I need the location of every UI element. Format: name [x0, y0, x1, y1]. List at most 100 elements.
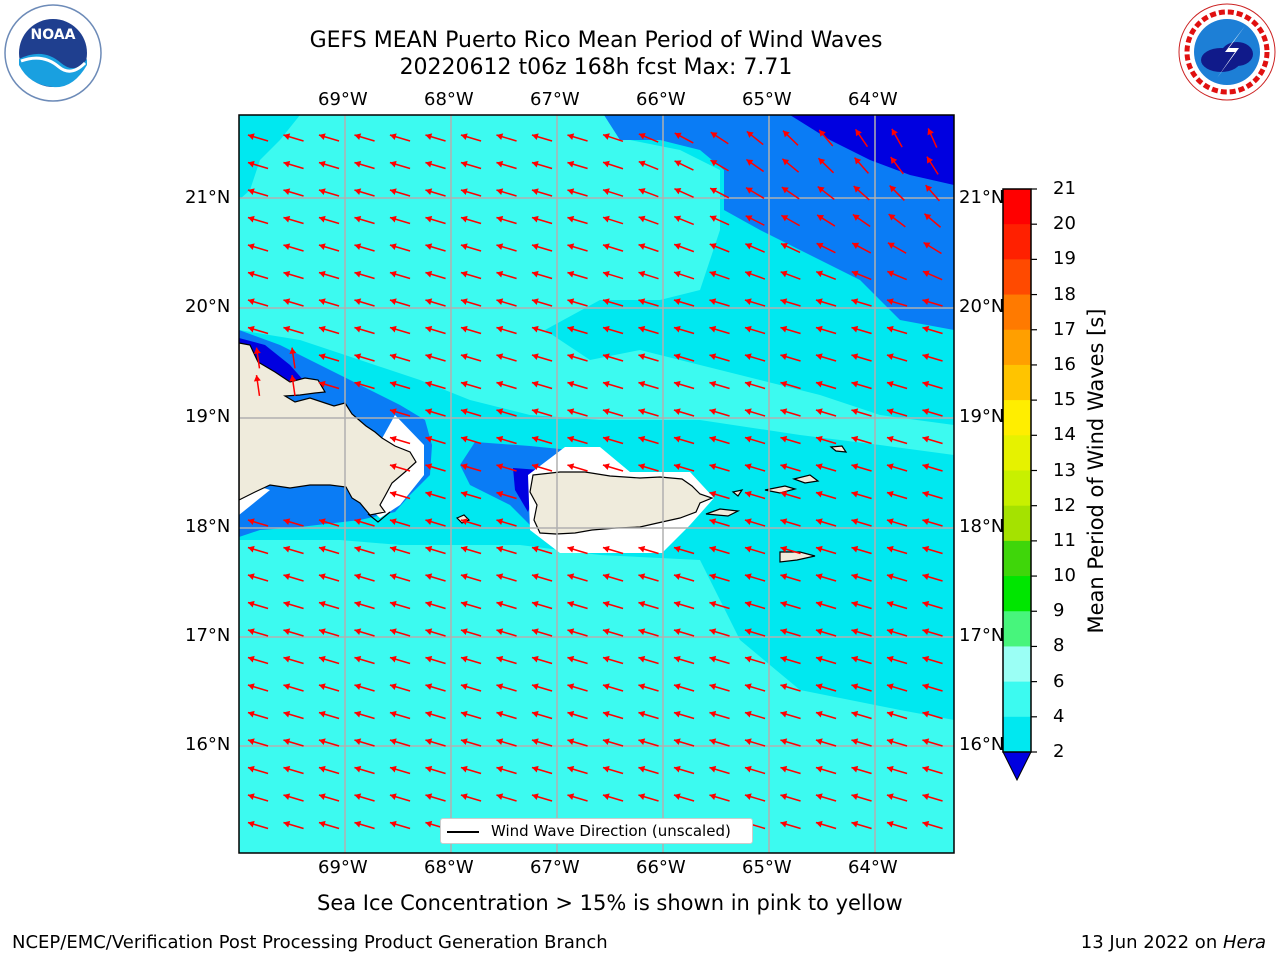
- wave-arrowhead: [354, 545, 362, 553]
- wave-arrowhead: [531, 353, 539, 361]
- wave-arrowhead: [354, 133, 362, 141]
- wave-arrowhead: [886, 765, 894, 773]
- wave-arrowhead: [925, 185, 933, 192]
- lat-label-right: 21°N: [959, 187, 1005, 208]
- wave-arrowhead: [710, 132, 718, 139]
- wave-arrowhead: [531, 270, 539, 278]
- wave-arrowhead: [886, 573, 894, 581]
- wave-arrowhead: [389, 793, 397, 801]
- wave-arrowhead: [567, 793, 575, 801]
- wave-arrowhead: [780, 600, 788, 608]
- wind-wave-arrows: [247, 128, 943, 830]
- wave-arrowhead: [638, 545, 646, 553]
- wave-arrowhead: [815, 738, 823, 746]
- lat-label-left: 19°N: [185, 406, 231, 427]
- wave-arrowhead: [638, 215, 646, 223]
- wave-arrowhead: [354, 600, 362, 608]
- wave-arrowhead: [496, 518, 504, 526]
- wave-arrowhead: [354, 353, 362, 361]
- wave-arrowhead: [496, 463, 504, 471]
- wave-arrowhead: [638, 628, 646, 636]
- wave-arrowhead: [744, 490, 752, 498]
- wave-arrowhead: [851, 628, 859, 636]
- wave-arrowhead: [389, 215, 397, 223]
- wave-arrowhead: [425, 518, 433, 526]
- wave-arrowhead: [922, 353, 930, 361]
- wave-arrowhead: [567, 573, 575, 581]
- wave-arrowhead: [815, 325, 823, 333]
- wave-arrowhead: [780, 242, 788, 250]
- colorbar-tick-label: 20: [1053, 213, 1076, 235]
- wave-arrowhead: [247, 793, 255, 801]
- wave-arrowhead: [886, 738, 894, 746]
- wave-arrowhead: [745, 187, 753, 194]
- wave-arrowhead: [567, 353, 575, 361]
- wave-arrowhead: [567, 435, 575, 443]
- wave-arrowhead: [709, 243, 717, 250]
- wave-arrowhead: [602, 600, 610, 608]
- wave-arrowhead: [886, 518, 894, 526]
- wave-arrowhead: [496, 160, 504, 168]
- wave-arrowhead: [602, 463, 610, 471]
- wave-arrowhead: [638, 160, 646, 168]
- wave-arrowhead: [744, 600, 752, 608]
- wave-arrowhead: [851, 325, 859, 333]
- wave-arrowhead: [425, 628, 433, 636]
- wave-arrowhead: [638, 353, 646, 361]
- wave-arrowhead: [354, 188, 362, 196]
- wave-arrowhead: [602, 765, 610, 773]
- wave-arrowhead: [744, 765, 752, 773]
- wave-arrowhead: [460, 353, 468, 361]
- wave-arrowhead: [318, 820, 326, 828]
- wave-arrowhead: [425, 545, 433, 553]
- wave-arrowhead: [496, 215, 504, 223]
- wave-arrowhead: [318, 518, 326, 526]
- wave-arrowhead: [780, 408, 788, 416]
- wave-arrowhead: [354, 683, 362, 691]
- wave-arrowhead: [567, 765, 575, 773]
- wave-arrowhead: [638, 380, 646, 388]
- sea-ice-note: Sea Ice Concentration > 15% is shown in …: [317, 891, 903, 915]
- lon-label-bottom: 69°W: [318, 857, 368, 878]
- branch-credit: NCEP/EMC/Verification Post Processing Pr…: [12, 932, 608, 953]
- wave-arrowhead: [425, 435, 433, 443]
- wave-arrowhead: [922, 490, 930, 498]
- wave-arrowhead: [318, 160, 326, 168]
- wave-arrowhead: [603, 188, 610, 195]
- wave-arrowhead: [496, 353, 504, 361]
- wave-arrowhead: [815, 628, 823, 636]
- wave-arrowhead: [318, 710, 326, 718]
- wave-arrowhead: [602, 325, 610, 333]
- wave-arrowhead: [531, 325, 539, 333]
- wave-arrowhead: [815, 490, 823, 498]
- wave-arrowhead: [851, 738, 859, 746]
- wave-arrowhead: [496, 133, 504, 141]
- wave-arrowhead: [283, 325, 291, 333]
- wave-arrowhead: [283, 270, 291, 278]
- wave-arrowhead: [638, 325, 646, 333]
- wave-arrowhead: [602, 408, 610, 416]
- wave-arrowhead: [283, 628, 291, 636]
- wave-arrowhead: [922, 710, 930, 718]
- wave-arrowhead: [354, 765, 362, 773]
- wave-arrowhead: [389, 738, 397, 746]
- title-line-2: 20220612 t06z 168h fcst Max: 7.71: [399, 55, 793, 80]
- colorbar-cell: [1003, 435, 1031, 471]
- wave-arrowhead: [780, 545, 788, 553]
- wave-arrowhead: [674, 243, 681, 250]
- wave-arrowhead: [924, 213, 932, 221]
- wave-arrowhead: [638, 573, 646, 581]
- anegada-island: [829, 445, 848, 453]
- wave-arrowhead: [283, 655, 291, 663]
- colorbar-cell: [1003, 470, 1031, 507]
- wave-arrowhead: [886, 710, 894, 718]
- wave-arrowhead: [496, 325, 504, 333]
- wave-arrowhead: [460, 243, 468, 251]
- wave-arrowhead: [283, 710, 291, 718]
- map-frame: [238, 114, 955, 854]
- lon-label-bottom: 64°W: [848, 857, 898, 878]
- wave-arrowhead: [531, 738, 539, 746]
- wave-arrowhead: [673, 600, 681, 608]
- wave-arrowhead: [927, 128, 934, 136]
- wave-arrowhead: [886, 793, 894, 801]
